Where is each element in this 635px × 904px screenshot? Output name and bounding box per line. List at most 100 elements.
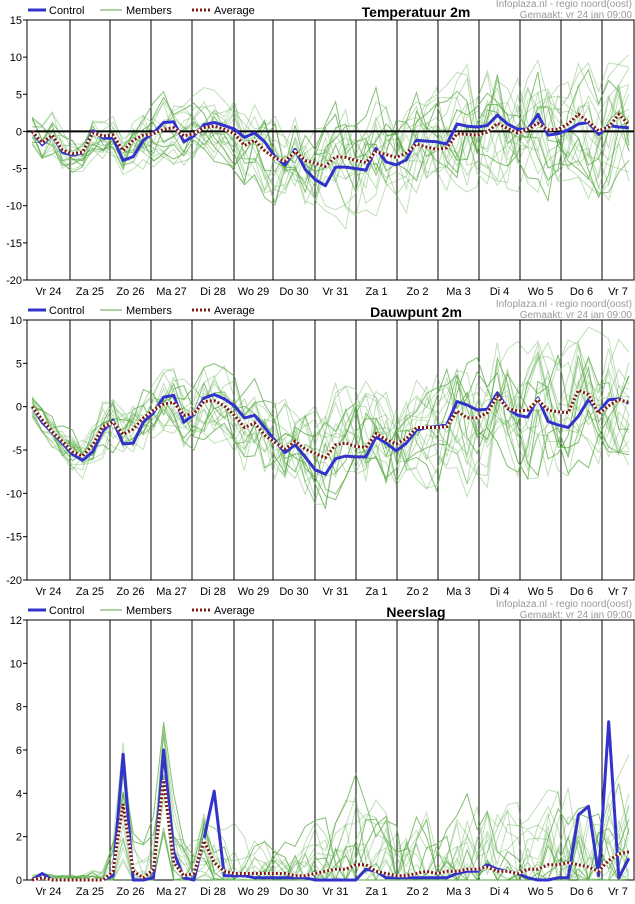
member-line	[31, 341, 630, 490]
x-tick-label: Vr 7	[608, 286, 628, 298]
y-tick-label: -10	[6, 201, 22, 213]
x-tick-label: Za 1	[365, 886, 387, 898]
x-tick-label: Do 30	[279, 286, 308, 298]
credit-source: Infoplaza.nl - regio noord(oost)	[496, 299, 632, 310]
x-tick-label: Vr 7	[608, 886, 628, 898]
member-line	[31, 354, 630, 482]
member-line	[31, 87, 630, 202]
credit-made: Gemaakt: vr 24 jan 09:00	[520, 10, 633, 21]
x-tick-label: Za 25	[76, 286, 104, 298]
member-line	[31, 326, 630, 505]
x-tick-label: Di 4	[490, 886, 510, 898]
x-tick-label: Zo 2	[406, 586, 428, 598]
y-tick-label: 0	[16, 402, 22, 414]
legend-members-label: Members	[126, 305, 172, 317]
x-tick-label: Do 30	[279, 886, 308, 898]
member-line	[31, 361, 629, 485]
member-line	[31, 376, 630, 505]
y-tick-label: -20	[6, 275, 22, 287]
x-tick-label: Wo 5	[528, 286, 553, 298]
member-line	[31, 69, 630, 192]
x-tick-label: Vr 24	[36, 286, 62, 298]
y-tick-label: 4	[16, 788, 22, 800]
x-tick-label: Ma 3	[446, 286, 470, 298]
legend-average-label: Average	[214, 5, 255, 17]
y-tick-label: 10	[10, 658, 22, 670]
y-tick-label: -10	[6, 488, 22, 500]
y-tick-label: -5	[12, 164, 22, 176]
x-tick-label: Vr 31	[323, 886, 349, 898]
chart-title: Temperatuur 2m	[362, 4, 471, 20]
member-line	[31, 340, 630, 501]
x-tick-label: Wo 5	[528, 586, 553, 598]
member-line	[31, 342, 630, 476]
member-line	[32, 774, 630, 881]
member-line	[32, 758, 630, 882]
x-tick-label: Di 28	[200, 586, 226, 598]
x-tick-label: Zo 2	[406, 286, 428, 298]
legend-members-label: Members	[126, 605, 172, 617]
legend-members-label: Members	[126, 5, 172, 17]
y-tick-label: 12	[10, 615, 22, 627]
x-tick-label: Do 6	[570, 586, 593, 598]
member-line	[31, 356, 630, 495]
average-line	[30, 388, 630, 460]
x-tick-label: Wo 5	[528, 886, 553, 898]
x-tick-label: Do 6	[570, 886, 593, 898]
x-tick-label: Za 1	[365, 586, 387, 598]
member-line	[31, 362, 630, 496]
credit-source: Infoplaza.nl - regio noord(oost)	[496, 0, 632, 10]
chart-title: Dauwpunt 2m	[370, 304, 462, 320]
x-tick-label: Do 30	[279, 586, 308, 598]
member-line	[32, 68, 630, 194]
plot-frame	[26, 19, 635, 281]
x-tick-label: Do 6	[570, 286, 593, 298]
member-line	[31, 63, 630, 217]
member-line	[31, 339, 630, 479]
average-line	[31, 780, 630, 882]
y-tick-label: 2	[16, 832, 22, 844]
x-tick-label: Vr 24	[36, 886, 62, 898]
legend-control-label: Control	[49, 605, 84, 617]
member-line	[31, 74, 630, 194]
legend-average-label: Average	[214, 305, 255, 317]
control-line	[30, 391, 630, 476]
legend-control-label: Control	[49, 305, 84, 317]
member-line	[31, 798, 630, 881]
x-tick-label: Wo 29	[238, 886, 270, 898]
x-tick-label: Wo 29	[238, 586, 270, 598]
member-line	[31, 85, 630, 231]
x-tick-label: Di 4	[490, 586, 510, 598]
x-tick-label: Di 28	[200, 286, 226, 298]
member-line	[31, 71, 630, 174]
x-tick-label: Za 1	[365, 286, 387, 298]
x-tick-label: Wo 29	[238, 286, 270, 298]
y-tick-label: 15	[10, 15, 22, 27]
y-tick-label: -5	[12, 445, 22, 457]
member-line	[31, 379, 630, 486]
y-tick-label: -15	[6, 238, 22, 250]
y-tick-label: 10	[10, 315, 22, 327]
y-tick-label: 8	[16, 702, 22, 714]
member-line	[31, 381, 630, 485]
x-tick-label: Ma 3	[446, 586, 470, 598]
x-tick-label: Ma 27	[156, 586, 187, 598]
x-tick-label: Ma 27	[156, 886, 187, 898]
member-line	[31, 355, 629, 511]
x-tick-label: Vr 31	[323, 286, 349, 298]
y-tick-label: -20	[6, 575, 22, 587]
legend-control-label: Control	[49, 5, 84, 17]
y-tick-label: 6	[16, 745, 22, 757]
y-tick-label: 10	[10, 52, 22, 64]
x-tick-label: Vr 24	[36, 586, 62, 598]
x-tick-label: Ma 3	[446, 886, 470, 898]
x-tick-label: Za 25	[76, 586, 104, 598]
y-tick-label: 0	[16, 875, 22, 887]
x-tick-label: Zo 2	[406, 886, 428, 898]
member-line	[31, 341, 630, 489]
member-line	[31, 372, 630, 473]
credit-made: Gemaakt: vr 24 jan 09:00	[520, 310, 633, 321]
member-line	[31, 59, 630, 217]
